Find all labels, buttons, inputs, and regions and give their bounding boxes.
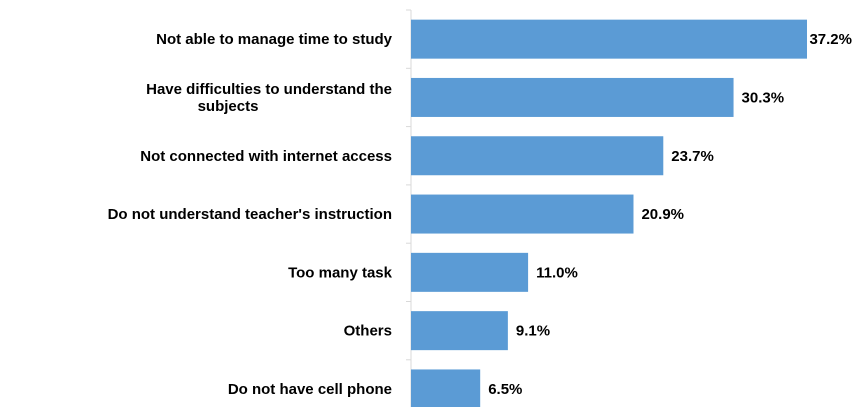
value-label: 30.3% [742,89,785,106]
category-label-line: Do not understand teacher's instruction [108,206,392,223]
category-label: Others [344,323,392,340]
category-label: Not connected with internet access [140,148,392,165]
category-label-line: subjects [198,98,259,115]
category-label-line: Not connected with internet access [140,148,392,165]
category-label-line: Have difficulties to understand the [146,81,392,98]
bar [411,194,634,234]
category-label: Do not understand teacher's instruction [108,206,392,223]
value-label: 23.7% [671,148,714,165]
bar [411,311,508,351]
bar [411,19,807,59]
category-label: Too many task [288,264,393,281]
category-label: Do not have cell phone [228,381,392,398]
category-label-line: Others [344,323,392,340]
category-label-line: Too many task [288,264,393,281]
category-label: Have difficulties to understand the subje… [146,81,392,115]
value-label: 11.0% [536,264,578,281]
value-label: 6.5% [488,381,522,398]
bar [411,369,481,407]
value-label: 20.9% [641,206,684,223]
value-label: 9.1% [516,323,550,340]
category-label-line: Not able to manage time to study [156,31,393,48]
bar [411,252,529,292]
category-label-line: Do not have cell phone [228,381,392,398]
value-label: 37.2% [809,31,852,48]
bar [411,136,664,176]
category-label: Not able to manage time to study [156,31,393,48]
bar [411,77,734,117]
